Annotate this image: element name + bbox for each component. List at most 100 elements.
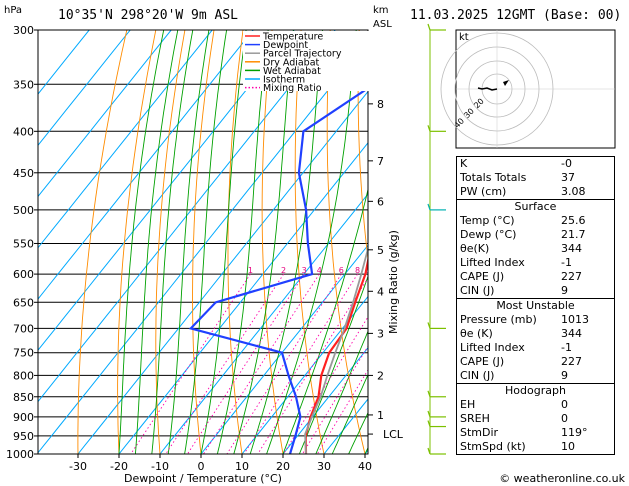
stability-label: K (460, 157, 468, 170)
stability-value: 25.6 (561, 214, 586, 227)
mixing-ratio-line (165, 273, 284, 454)
isotherm (38, 39, 368, 454)
mixing-ratio-line (316, 369, 368, 454)
stability-value: 119° (561, 426, 588, 439)
location-label: 10°35'N 298°20'W 9m ASL (58, 8, 238, 23)
stability-label: θe (K) (460, 327, 493, 340)
stability-label: Lifted Index (460, 256, 525, 269)
pressure-tick: 950 (13, 430, 34, 443)
stability-row: StmDir 119° (460, 426, 611, 440)
legend-item: Wet Adiabat (263, 66, 321, 77)
stability-row: Temp (°C) 25.6 (460, 214, 611, 228)
mixing-ratio-label: 8 (355, 266, 360, 275)
mixing-ratio-label: 2 (281, 266, 286, 275)
wet-adiabat (200, 30, 247, 454)
stability-row: EH 0 (460, 398, 611, 412)
stability-row: Totals Totals 37 (460, 171, 611, 185)
pressure-tick: 550 (13, 237, 34, 250)
mixing-ratio-line (203, 273, 320, 454)
stability-label: EH (460, 398, 476, 411)
pressure-tick: 650 (13, 296, 34, 309)
stability-value: 21.7 (561, 228, 586, 241)
dry-adiabat (227, 30, 244, 454)
temperature-tick: 30 (317, 460, 331, 473)
wet-adiabat (331, 373, 368, 454)
stability-row: Pressure (mb) 1013 (460, 313, 611, 327)
wet-adiabat (266, 30, 357, 454)
surface-box: Surface Temp (°C) 25.6 Dewp (°C) 21.7 θe(K) 3… (456, 200, 615, 299)
date-label: 11.03.2025 12GMT (Base: 00) (410, 8, 621, 23)
parcel-trajectory-curve (304, 245, 368, 454)
stability-value: 1013 (561, 313, 589, 326)
stability-label: CAPE (J) (460, 270, 505, 283)
pressure-tick: 850 (13, 391, 34, 404)
temperature-tick: -10 (151, 460, 169, 473)
legend-item: Parcel Trajectory (263, 49, 342, 60)
pressure-tick: 450 (13, 167, 34, 180)
mixing-ratio-label: 20 (407, 266, 417, 275)
stability-value: 227 (561, 355, 582, 368)
hodograph-box: Hodograph EH 0 SREH 0 StmDir 119° StmSpd (kt) 1… (456, 384, 615, 455)
mixing-ratio-label: 1 (248, 266, 253, 275)
stability-label: StmSpd (kt) (460, 440, 526, 453)
stability-value: 3.08 (561, 185, 586, 198)
unstable-box: Most Unstable Pressure (mb) 1013 θe (K) 344… (456, 299, 615, 384)
wet-adiabat (249, 30, 323, 454)
legend-item: Dewpoint (263, 40, 308, 51)
dry-adiabat (621, 30, 629, 454)
pressure-tick: 900 (13, 411, 34, 424)
legend-item: Mixing Ratio (263, 83, 322, 94)
legend-item: Dry Adiabat (263, 57, 320, 68)
isotherm (38, 30, 336, 403)
isotherm (323, 398, 368, 454)
hodograph-title: Hodograph (505, 384, 566, 397)
isotherm (241, 295, 368, 454)
dry-adiabat (261, 30, 284, 454)
unstable-title: Most Unstable (496, 299, 575, 312)
isotherm (77, 90, 368, 454)
stability-row: Lifted Index -1 (460, 341, 611, 355)
asl-unit-label: ASL (373, 19, 392, 30)
pressure-tick: 800 (13, 369, 34, 382)
stability-label: Pressure (mb) (460, 313, 537, 326)
isotherm (159, 193, 368, 454)
isotherm (200, 244, 368, 454)
temperature-tick: 20 (276, 460, 290, 473)
isotherm (38, 30, 254, 300)
plot-frame (37, 29, 369, 455)
stability-row: StmSpd (kt) 10 (460, 440, 611, 454)
height-tick: 3 (377, 327, 384, 340)
stability-row: θe(K) 344 (460, 242, 611, 256)
mixing-ratio-label: 6 (339, 266, 344, 275)
legend-box (243, 31, 369, 91)
stability-label: StmDir (460, 426, 499, 439)
stability-value: 0 (561, 398, 568, 411)
isotherm (38, 30, 213, 249)
stability-value: 344 (561, 327, 582, 340)
temperature-tick: 0 (198, 460, 205, 473)
mixing-ratio-line (187, 273, 305, 454)
pressure-tick: 500 (13, 204, 34, 217)
isotherm (282, 346, 368, 454)
mixing-ratio-axis-label: Mixing Ratio (g/kg) (387, 230, 400, 334)
isotherm (38, 30, 295, 352)
stability-row: Dewp (°C) 21.7 (460, 228, 611, 242)
copyright: © weatheronline.co.uk (499, 472, 625, 485)
surface-title: Surface (514, 200, 557, 213)
height-tick: 2 (377, 369, 384, 382)
wet-adiabat (134, 30, 179, 454)
stability-label: Lifted Index (460, 341, 525, 354)
wet-adiabat (298, 275, 368, 454)
stability-value: 0 (561, 412, 568, 425)
stability-row: PW (cm) 3.08 (460, 185, 611, 199)
wet-adiabat (151, 30, 194, 454)
km-unit-label: km (373, 5, 389, 16)
stability-value: -0 (561, 157, 572, 170)
wet-adiabat (184, 30, 228, 454)
pressure-tick: 700 (13, 322, 34, 335)
wet-adiabat (118, 30, 165, 454)
stability-row: θe (K) 344 (460, 327, 611, 341)
dry-adiabat (155, 30, 186, 454)
